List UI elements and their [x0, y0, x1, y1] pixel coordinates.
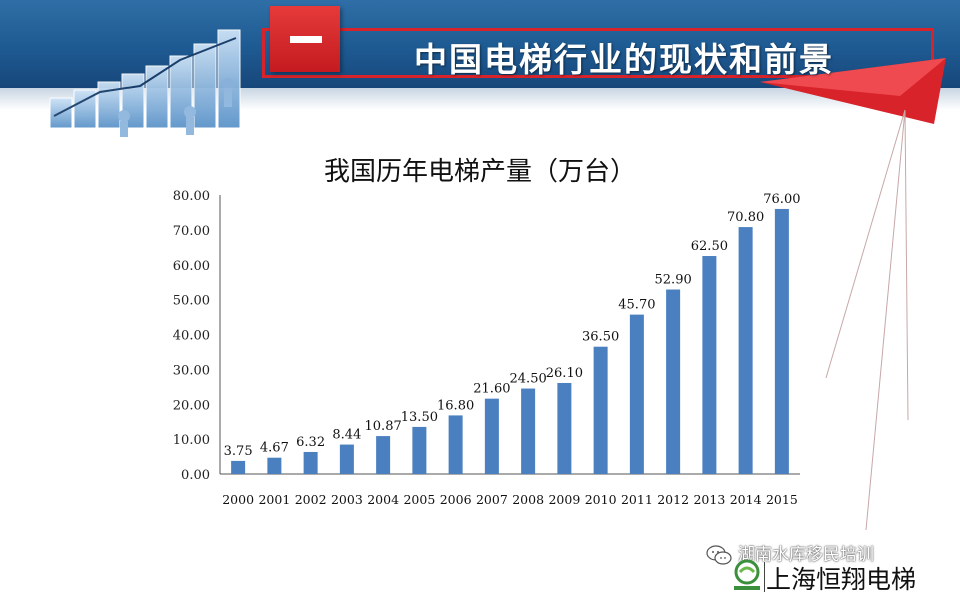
- watermark-text: 湖南水库移民培训: [738, 545, 874, 565]
- bar: [376, 436, 391, 474]
- bar: [629, 314, 644, 474]
- hengxiang-logo-icon: [734, 559, 760, 590]
- value-label: 4.67: [260, 441, 289, 456]
- x-tick-labels: 2000 2001 2002 2003 2004 2005 2006 2007 2008 2009…: [222, 492, 798, 507]
- bar: [593, 346, 608, 474]
- x-tick-label: 2014: [730, 492, 762, 507]
- wechat-icon: [706, 545, 732, 565]
- bar: [231, 460, 246, 474]
- y-tick-label: 50.00: [173, 294, 210, 309]
- x-tick-label: 2012: [657, 492, 689, 507]
- x-tick-label: 2008: [512, 492, 544, 507]
- y-tick-labels: 0.00 10.00 20.00 30.00 40.00 50.00 60.00 70.00 8…: [173, 189, 210, 483]
- value-label: 24.50: [510, 372, 547, 387]
- y-tick-label: 30.00: [173, 363, 210, 378]
- y-tick-label: 80.00: [173, 189, 210, 204]
- x-tick-label: 2005: [403, 492, 435, 507]
- value-label: 16.80: [437, 398, 474, 413]
- value-label: 6.32: [296, 435, 325, 450]
- bar: [738, 227, 753, 474]
- y-tick-label: 0.00: [181, 468, 210, 483]
- x-tick-label: 2013: [693, 492, 725, 507]
- chart-title: 我国历年电梯产量（万台）: [324, 157, 636, 187]
- value-label: 26.10: [546, 366, 583, 381]
- value-label: 13.50: [401, 410, 438, 425]
- x-tick-label: 2015: [766, 492, 798, 507]
- value-label: 76.00: [763, 192, 800, 207]
- y-tick-label: 40.00: [173, 329, 210, 344]
- bar: [702, 256, 717, 474]
- value-labels: 3.75 4.67 6.32 8.44 10.8713.5016.8021.6024.5…: [224, 192, 801, 459]
- title-frame: [262, 28, 934, 78]
- bar: [774, 208, 789, 474]
- x-tick-label: 2010: [585, 492, 617, 507]
- x-tick-label: 2011: [621, 492, 653, 507]
- y-tick-label: 20.00: [173, 398, 210, 413]
- value-label: 10.87: [365, 419, 402, 434]
- x-tick-label: 2004: [367, 492, 399, 507]
- value-label: 62.50: [691, 239, 728, 254]
- value-label: 36.50: [582, 330, 619, 345]
- bar: [521, 388, 536, 474]
- y-tick-label: 60.00: [173, 259, 210, 274]
- bar: [412, 426, 427, 474]
- x-tick-label: 2002: [295, 492, 327, 507]
- value-label: 70.80: [727, 210, 764, 225]
- value-label: 45.70: [618, 298, 655, 313]
- value-label: 21.60: [473, 382, 510, 397]
- bar: [484, 398, 499, 474]
- x-tick-label: 2000: [222, 492, 254, 507]
- bar: [267, 457, 282, 474]
- x-tick-label: 2001: [258, 492, 290, 507]
- bars: [231, 208, 789, 474]
- x-tick-label: 2009: [548, 492, 580, 507]
- bar: [666, 289, 681, 474]
- bar: [557, 382, 572, 474]
- brand-name: 上海恒翔电梯: [766, 565, 917, 594]
- y-tick-label: 10.00: [173, 433, 210, 448]
- section-number-tab: 一: [270, 6, 340, 72]
- value-label: 8.44: [332, 428, 361, 443]
- value-label: 52.90: [655, 273, 692, 288]
- value-label: 3.75: [224, 444, 253, 459]
- x-tick-label: 2007: [476, 492, 508, 507]
- brand-divider: [764, 562, 765, 592]
- section-marker: [290, 36, 322, 43]
- bar: [448, 415, 463, 474]
- decorative-growth-illustration-icon: [49, 29, 241, 137]
- slide-title: 中国电梯行业的现状和前景: [414, 40, 834, 79]
- y-tick-label: 70.00: [173, 224, 210, 239]
- x-tick-label: 2006: [440, 492, 472, 507]
- x-tick-label: 2003: [331, 492, 363, 507]
- bar: [303, 451, 318, 474]
- bar: [339, 444, 354, 474]
